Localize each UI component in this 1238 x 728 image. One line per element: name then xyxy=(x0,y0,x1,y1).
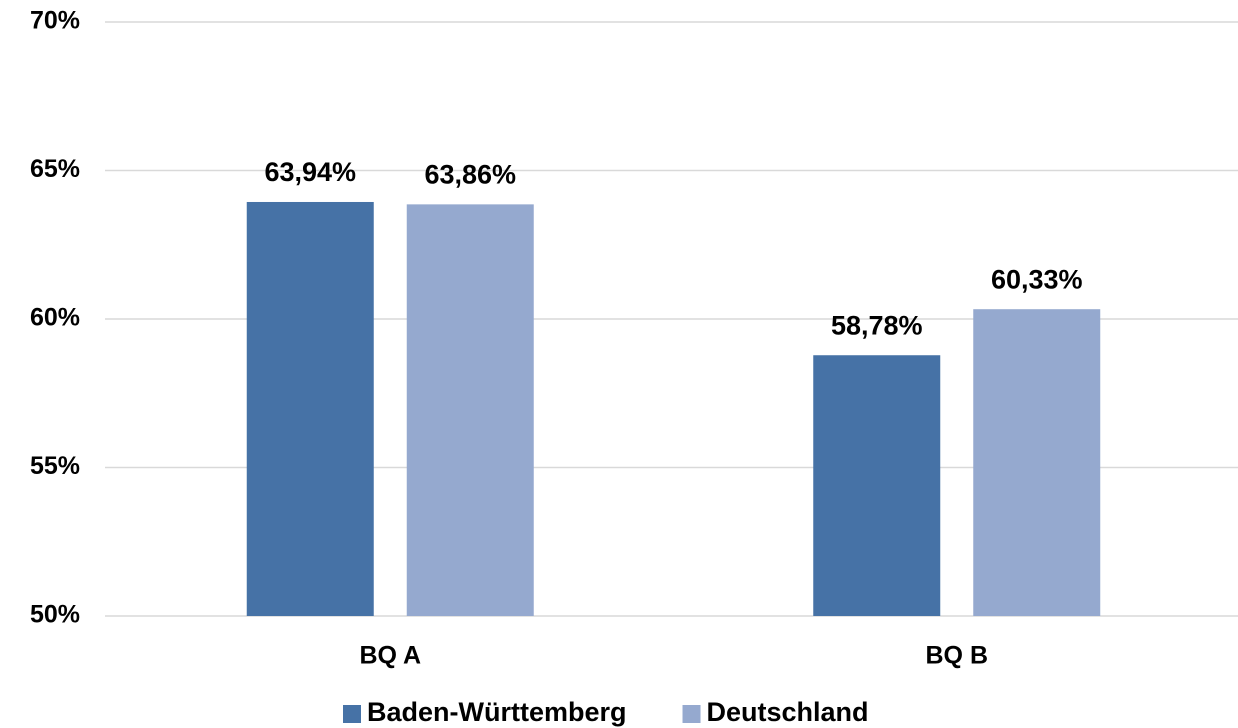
y-tick-label: 70% xyxy=(30,7,80,35)
bar xyxy=(246,201,374,616)
legend-label: Baden-Württemberg xyxy=(367,697,627,727)
bar xyxy=(406,204,534,616)
data-label: 60,33% xyxy=(991,264,1083,294)
bar xyxy=(813,355,941,616)
data-label: 63,94% xyxy=(264,157,356,187)
legend-swatch xyxy=(343,705,361,723)
data-label: 63,86% xyxy=(424,159,516,189)
bar xyxy=(973,309,1101,616)
data-label: 58,78% xyxy=(831,310,923,340)
legend-label: Deutschland xyxy=(707,697,869,727)
y-tick-label: 60% xyxy=(30,304,80,332)
x-tick-label: BQ A xyxy=(359,642,421,670)
x-tick-label: BQ B xyxy=(926,642,989,670)
y-tick-label: 65% xyxy=(30,155,80,183)
y-tick-label: 55% xyxy=(30,452,80,480)
legend-swatch xyxy=(682,705,701,723)
y-tick-label: 50% xyxy=(30,601,80,629)
